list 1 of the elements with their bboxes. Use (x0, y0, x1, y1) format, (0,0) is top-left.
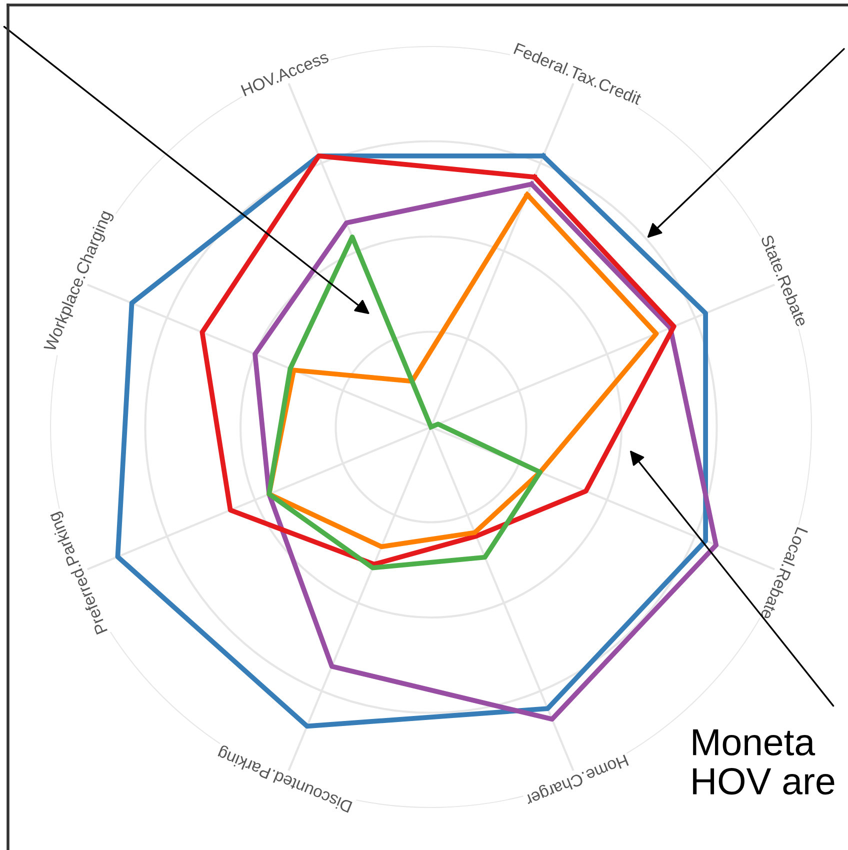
text: Moneta HOV are (693, 729, 834, 795)
